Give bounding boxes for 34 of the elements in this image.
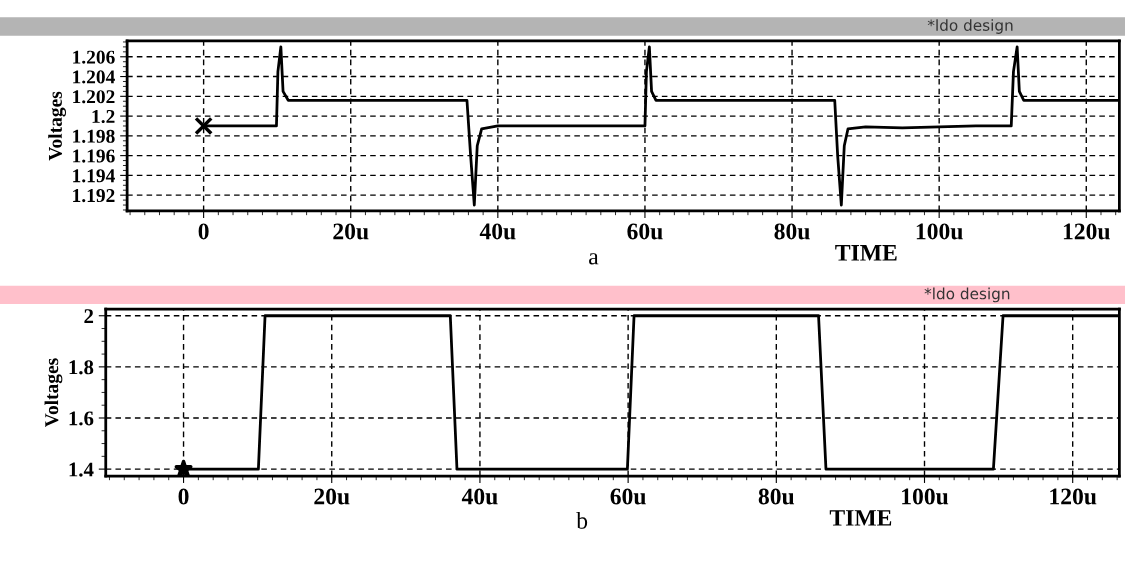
- x-tick-label: 0: [198, 223, 209, 240]
- y-tick-label: 1.202: [73, 90, 115, 104]
- x-tick-label: 120u: [1050, 488, 1097, 505]
- x-tick-label: 20u: [314, 488, 350, 505]
- y-tick-label: 1.194: [73, 169, 115, 183]
- x-tick-label: 120u: [1063, 223, 1110, 240]
- y-tick-label: 1.196: [73, 149, 115, 163]
- x-tick-label: 80u: [774, 223, 810, 240]
- y-axis-title: Voltages: [44, 358, 63, 428]
- y-tick-label: 1.206: [73, 50, 115, 64]
- text: a: [589, 253, 599, 265]
- y-tick-label: 1.8: [69, 360, 94, 375]
- x-tick-label: 20u: [333, 223, 369, 240]
- y-tick-label: 1.2: [92, 109, 115, 124]
- y-axis-title: Voltages: [48, 91, 67, 161]
- chart-title: *ldo design: [924, 287, 1010, 303]
- x-tick-label: 100u: [902, 488, 949, 505]
- y-tick-label: 1.6: [69, 411, 94, 426]
- x-axis-title: TIME: [829, 510, 892, 526]
- y-tick-label: 1.204: [73, 70, 115, 84]
- x-tick-label: 80u: [758, 488, 795, 505]
- x-tick-label: 60u: [627, 223, 663, 240]
- x-tick-label: 60u: [610, 488, 646, 505]
- chart-title: *ldo design: [927, 19, 1013, 34]
- y-tick-label: 2: [84, 309, 94, 323]
- x-tick-label: 40u: [479, 223, 516, 240]
- y-tick-label: 1.4: [69, 462, 94, 477]
- y-tick-label: 1.192: [73, 189, 115, 203]
- x-tick-label: 100u: [916, 223, 963, 240]
- text: b: [576, 512, 588, 529]
- x-axis-title: TIME: [835, 245, 897, 261]
- x-tick-label: 0: [178, 488, 189, 505]
- x-tick-label: 40u: [461, 488, 498, 505]
- y-tick-label: 1.198: [73, 129, 115, 143]
